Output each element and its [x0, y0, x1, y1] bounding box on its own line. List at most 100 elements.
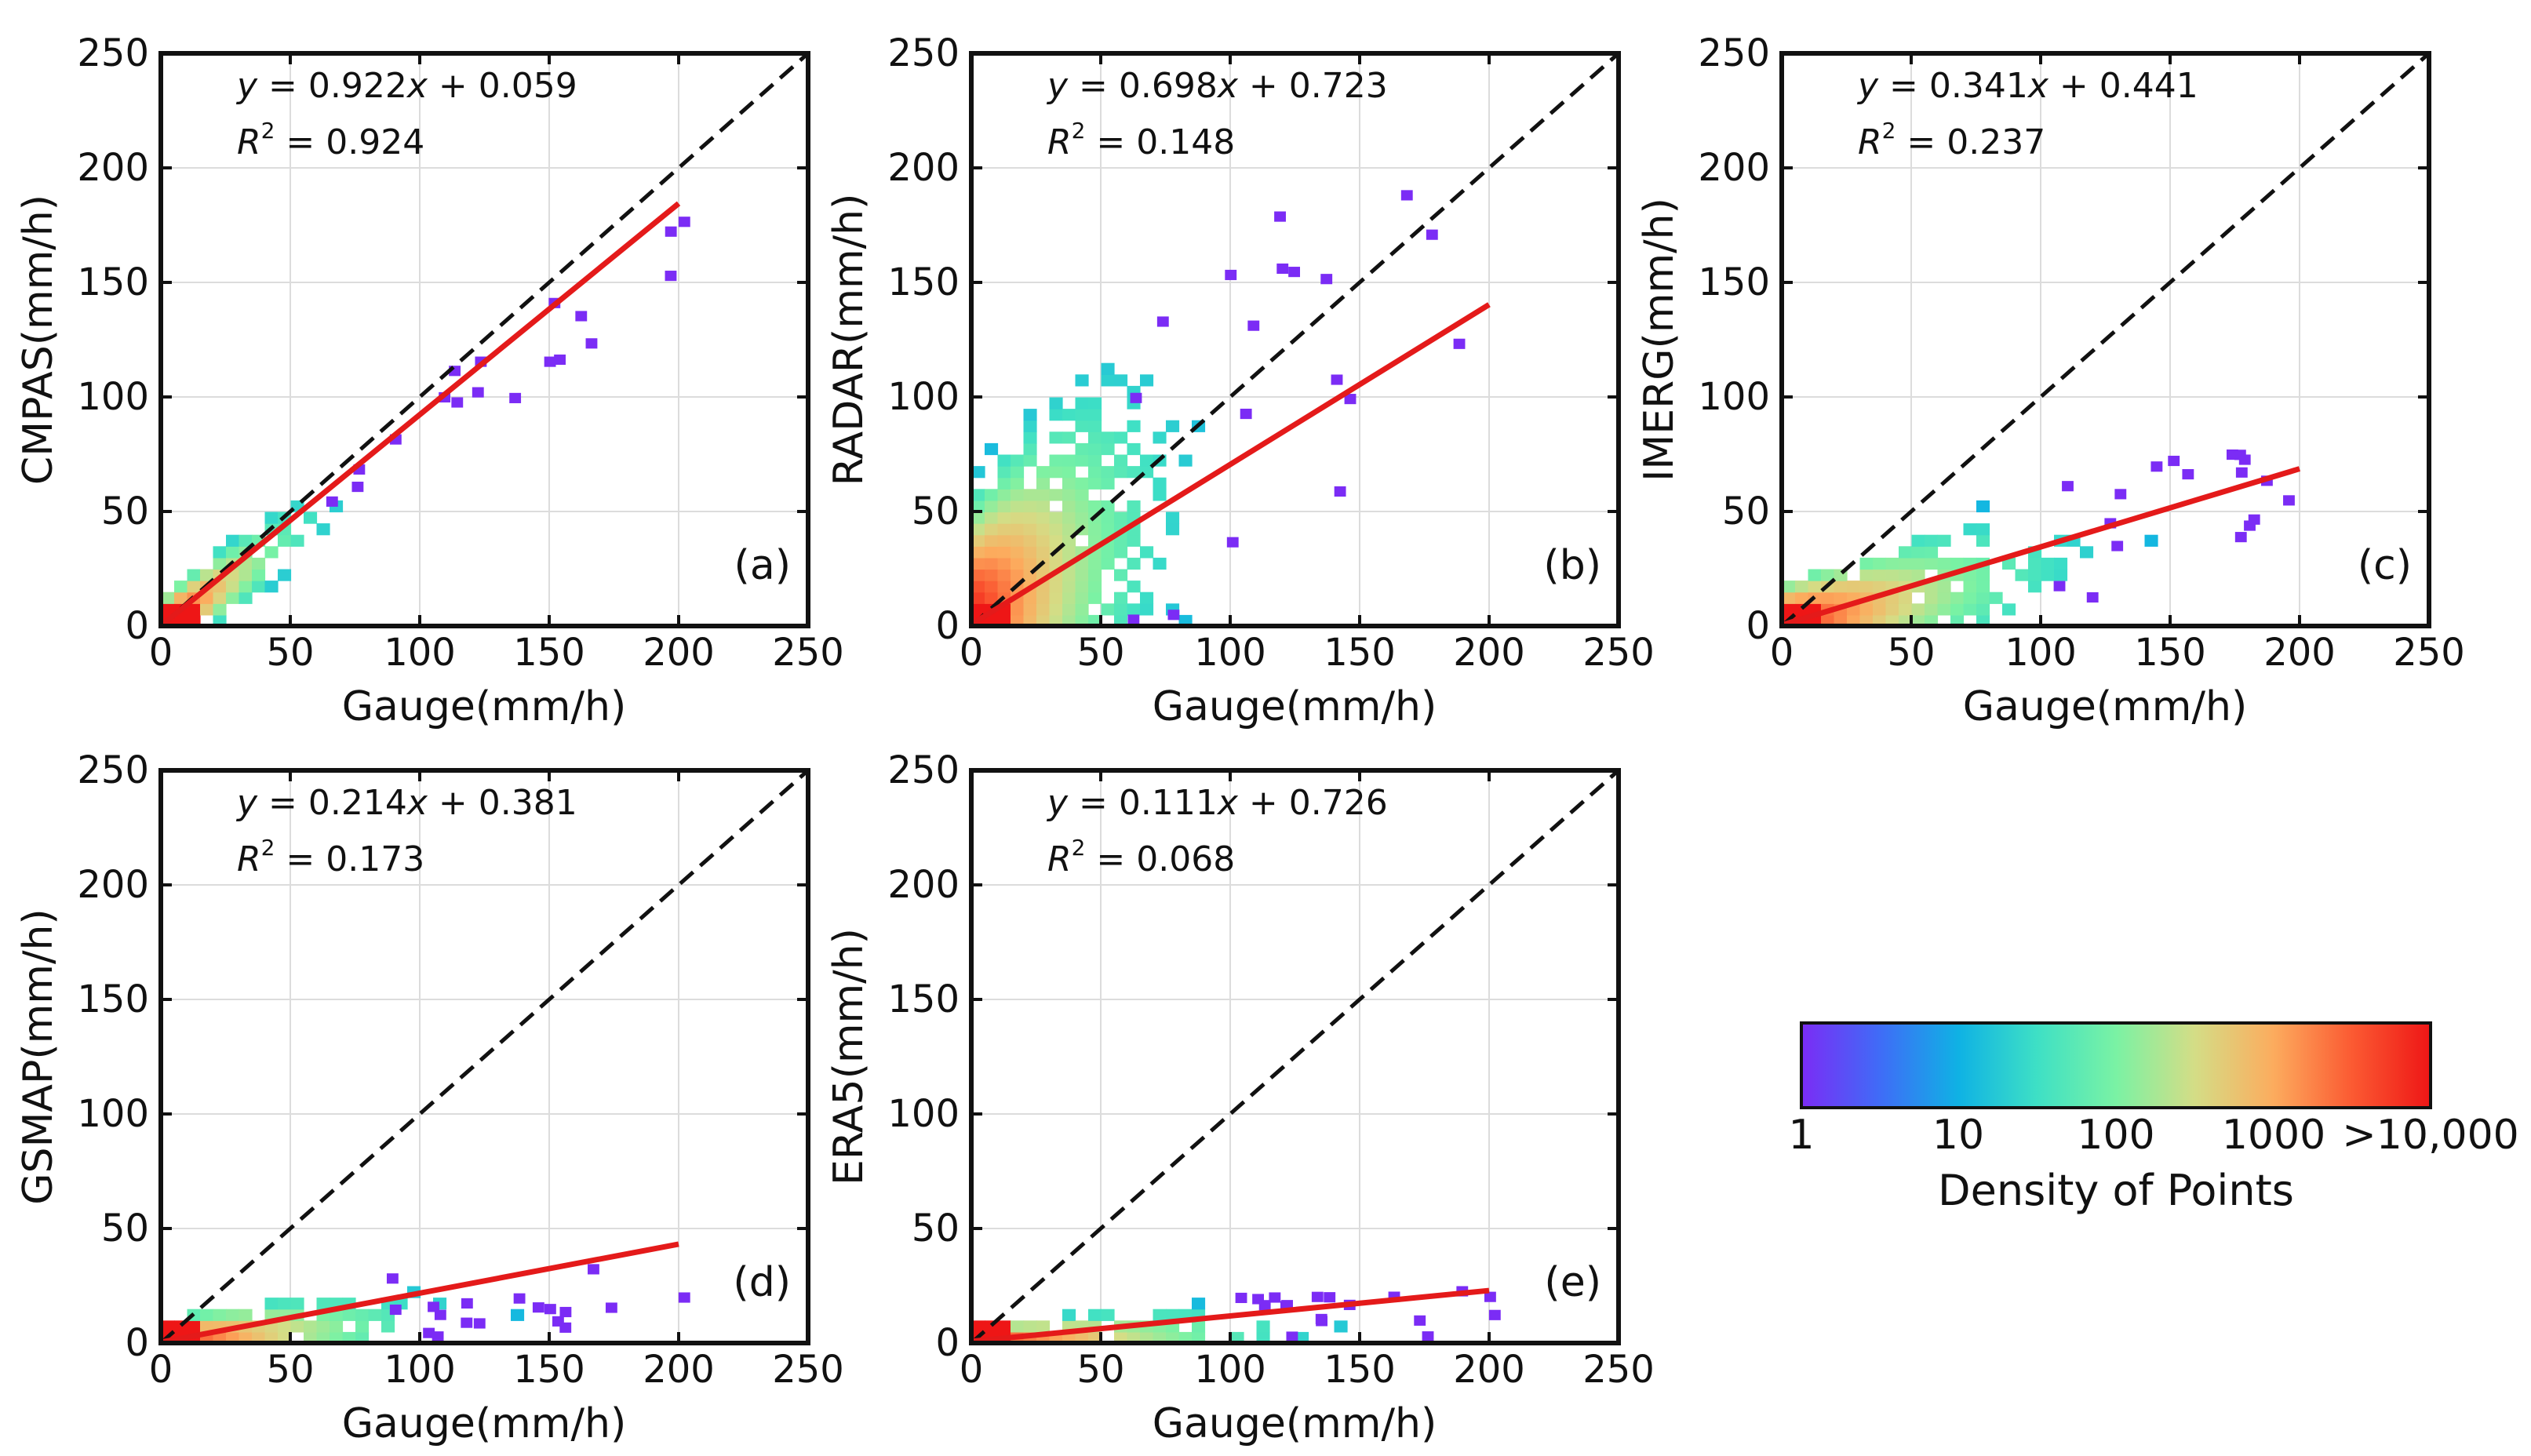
density-bin: [1062, 431, 1076, 444]
density-bin: [1049, 581, 1063, 593]
density-bin: [213, 546, 227, 559]
panel-e-x-label: Gauge(mm/h): [1153, 1400, 1437, 1447]
panel-c-grid: [1782, 53, 2429, 626]
panel-b-y-tick-1: 50: [912, 490, 960, 533]
density-bin: [1911, 546, 1925, 559]
density-bin: [2002, 603, 2016, 616]
density-bin: [1088, 1309, 1102, 1321]
density-bin: [1062, 523, 1076, 536]
panel-e: 0 50 100 150 200 250 0 50 100 150 200 25…: [825, 748, 1655, 1447]
density-bin: [1062, 1309, 1076, 1321]
density-bin: [2028, 557, 2042, 570]
panel-c-y-tick-4: 200: [1698, 146, 1770, 190]
density-bin: [1937, 592, 1951, 604]
panel-a-tag: (a): [734, 542, 791, 589]
density-bin: [1075, 581, 1089, 593]
density-bin: [532, 1302, 544, 1313]
density-bin: [605, 1302, 617, 1313]
density-bin: [971, 466, 985, 479]
density-bin: [1036, 603, 1051, 616]
density-bin: [1795, 592, 1809, 604]
density-bin: [1088, 409, 1102, 421]
density-bin: [1166, 1331, 1180, 1343]
panel-b-ticks: [970, 52, 1620, 628]
panel-c-y-tick-0: 0: [1746, 604, 1770, 648]
density-bin: [1114, 569, 1128, 581]
colorbar-gradient: [1800, 1021, 2432, 1109]
density-bin: [1235, 1292, 1247, 1304]
density-bin: [1101, 362, 1115, 375]
density-bin: [264, 581, 279, 593]
density-bin: [552, 1316, 564, 1327]
density-bin: [1101, 546, 1115, 559]
panel-c-y-tick-1: 50: [1722, 490, 1770, 533]
density-bin: [1240, 408, 1252, 420]
panel-e-y-label: ERA5(mm/h): [825, 928, 872, 1185]
density-bin: [1011, 500, 1025, 513]
panel-a-x-tick-0: 0: [149, 631, 173, 675]
density-bin: [1950, 614, 1965, 626]
density-bin: [1049, 614, 1063, 626]
density-bin: [1023, 442, 1037, 456]
density-bin: [1036, 511, 1051, 524]
density-bin: [971, 581, 985, 593]
density-bin: [316, 1320, 330, 1333]
density-bin: [239, 1331, 253, 1343]
density-bin: [1049, 466, 1063, 479]
density-bin: [226, 546, 240, 559]
density-bin: [1153, 1331, 1167, 1343]
density-bin: [2168, 455, 2180, 467]
density-bin: [997, 454, 1011, 467]
density-bin: [2144, 534, 2158, 547]
density-bin: [1114, 534, 1128, 547]
density-bin: [1911, 614, 1925, 626]
density-bin: [665, 226, 677, 237]
density-bin: [174, 614, 188, 626]
density-bin: [1950, 557, 1965, 570]
density-bin: [187, 614, 201, 626]
density-bin: [1422, 1331, 1434, 1342]
panel-d-fit-line: [160, 1241, 679, 1345]
density-bin: [386, 1273, 399, 1284]
density-bin: [1976, 523, 1990, 536]
density-bin: [971, 569, 985, 581]
density-bin: [1899, 546, 1913, 559]
panel-d: 0 50 100 150 200 250 0 50 100 150 200 25…: [15, 748, 844, 1447]
density-bin: [342, 1331, 356, 1343]
panel-a-x-tick-4: 200: [643, 631, 715, 675]
density-bin: [1288, 267, 1301, 278]
density-bin: [1075, 489, 1089, 501]
density-bin: [1036, 466, 1051, 479]
density-bin: [368, 1309, 382, 1321]
density-bin: [1075, 1331, 1089, 1343]
density-bin: [1963, 603, 1977, 616]
density-bin: [1488, 1309, 1501, 1320]
density-bin: [1821, 592, 1835, 604]
colorbar-tick-1: 1: [1788, 1112, 1814, 1159]
density-bin: [278, 1320, 292, 1333]
panel-b-y-tick-2: 100: [887, 375, 960, 419]
density-bin: [200, 1320, 214, 1333]
density-bin: [1127, 603, 1141, 616]
density-bin: [1075, 614, 1089, 626]
density-bin: [1075, 477, 1089, 490]
density-bin: [1834, 592, 1848, 604]
panel-d-y-tick-2: 100: [77, 1092, 149, 1136]
density-bin: [1127, 442, 1141, 456]
panel-e-ticks: [970, 769, 1620, 1345]
panel-d-y-tick-3: 150: [77, 977, 149, 1021]
panel-b-y-tick-5: 250: [887, 31, 960, 75]
panel-e-x-tick-5: 250: [1582, 1348, 1655, 1392]
density-bin: [2234, 532, 2247, 543]
density-bin: [1088, 557, 1102, 570]
density-bin: [1023, 489, 1037, 501]
panel-b-x-tick-1: 50: [1076, 631, 1124, 675]
panel-a-density: [161, 217, 690, 626]
density-bin: [187, 1320, 201, 1333]
density-bin: [1925, 614, 1939, 626]
density-bin: [1114, 466, 1128, 479]
density-bin: [1821, 614, 1835, 626]
density-bin: [1036, 614, 1051, 626]
density-bin: [1036, 534, 1051, 547]
density-bin: [1075, 442, 1089, 456]
